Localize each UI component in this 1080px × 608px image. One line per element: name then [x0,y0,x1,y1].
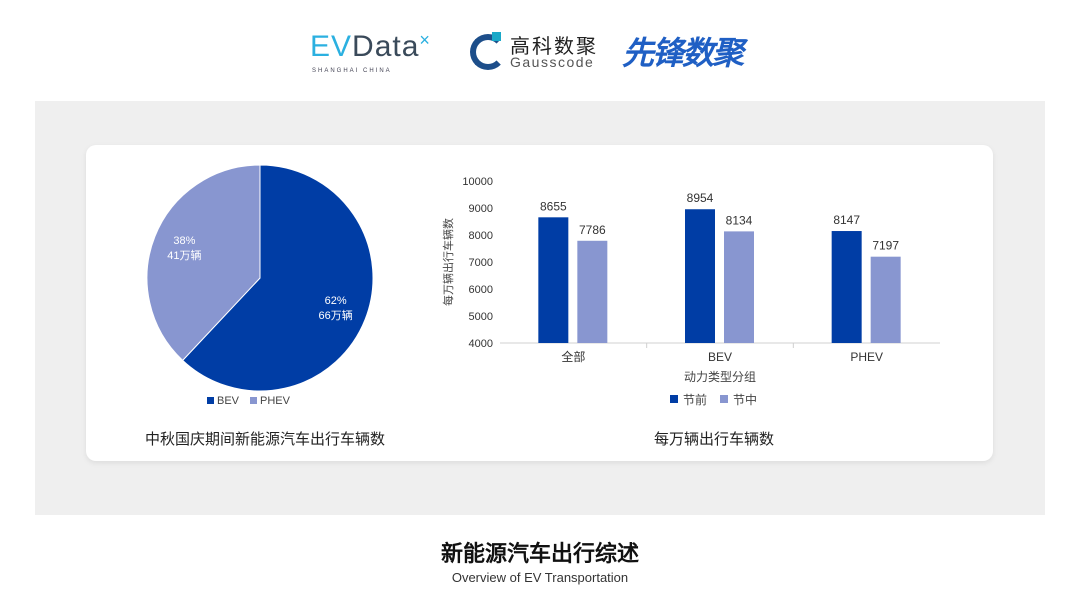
bar-节中 [870,256,901,343]
page-title: 新能源汽车出行综述 [440,541,639,566]
pie-percent-label: 38% [173,235,195,247]
legend-swatch-bev [207,397,214,404]
legend-swatch [670,395,678,403]
legend-label: 节前 [683,392,707,407]
y-tick-label: 5000 [469,311,493,323]
x-axis-title: 动力类型分组 [684,370,756,384]
bar-节前 [538,217,569,343]
y-tick-label: 7000 [469,257,493,269]
legend-label: 节中 [733,392,757,407]
y-tick-label: 6000 [469,284,493,296]
pie-value-label: 41万辆 [167,248,201,262]
evdata-logo: EVData× SHANGHAI CHINA [310,30,431,74]
bar-节前 [831,231,862,343]
pie-chart-title: 中秋国庆期间新能源汽车出行车辆数 [145,431,386,448]
xianfeng-logo: 先锋数聚 [622,35,744,71]
legend-swatch [720,395,728,403]
y-tick-label: 10000 [462,176,493,188]
pie-slice-bev [181,164,374,392]
bar-data-label: 7786 [579,223,606,237]
bar-节前 [685,209,715,343]
bar-节中 [577,240,608,343]
x-tick-label: 全部 [561,349,585,364]
x-tick-label: PHEV [850,350,883,364]
bar-data-label: 7197 [872,239,899,253]
pie-slice-phev [146,164,261,362]
bar-data-label: 8147 [833,213,860,227]
y-tick-label: 4000 [469,338,493,350]
logo-bar: EVData× SHANGHAI CHINA 高科数聚 Gausscode 先锋数聚 [310,30,744,74]
x-tick-label: BEV [708,350,732,364]
legend-swatch-phev [250,397,257,404]
legend-label: BEV [217,395,240,407]
y-axis-title: 每万辆出行车辆数 [441,218,455,306]
bar-节中 [724,231,754,343]
y-tick-label: 8000 [469,230,493,242]
page-subtitle: Overview of EV Transportation [451,570,629,585]
pie-percent-label: 62% [325,295,347,307]
bar-data-label: 8134 [726,213,753,227]
bar-data-label: 8655 [540,199,567,213]
legend-label: PHEV [260,395,291,407]
bar-chart-title: 每万辆出行车辆数 [654,431,775,448]
y-tick-label: 9000 [469,203,493,215]
bar-data-label: 8954 [687,191,714,205]
pie-value-label: 66万辆 [319,308,353,322]
